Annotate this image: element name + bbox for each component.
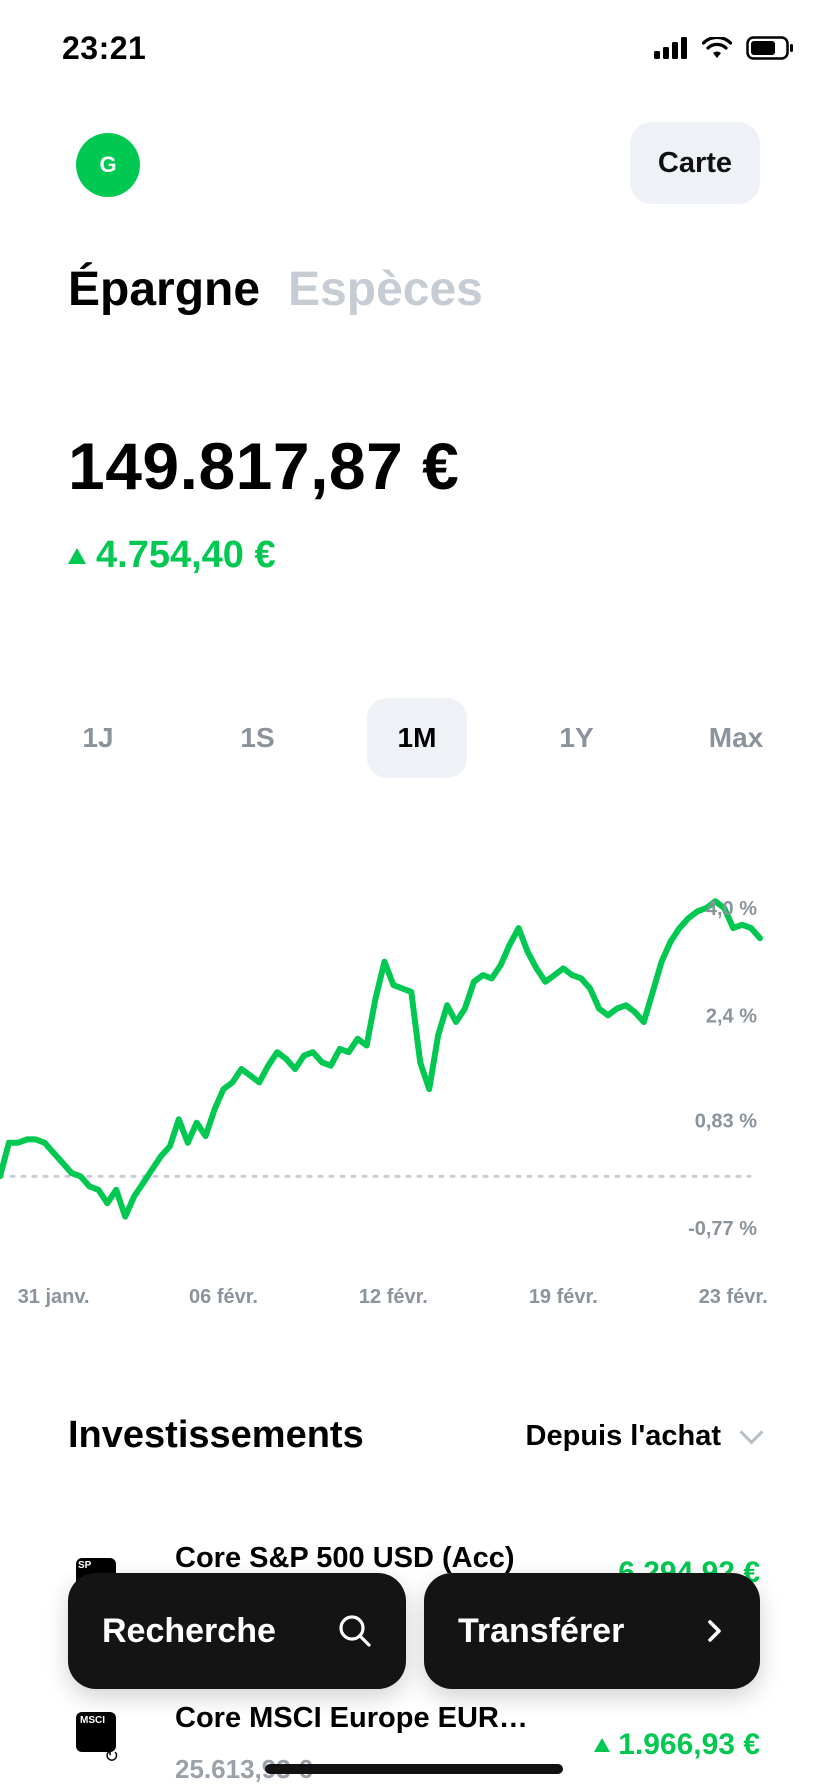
balance-change-value: 4.754,40 €: [96, 534, 276, 576]
x-tick-label: 31 janv.: [18, 1286, 90, 1308]
etf-logo-icon: MSCI: [76, 1712, 116, 1752]
search-button-label: Recherche: [102, 1611, 276, 1650]
arrow-up-icon: [68, 547, 86, 564]
wifi-icon: [702, 37, 732, 58]
transfer-button-label: Transférer: [458, 1611, 625, 1650]
status-icons: [654, 36, 794, 60]
balance-change: 4.754,40 €: [68, 534, 276, 577]
search-icon: [339, 1615, 371, 1647]
avatar[interactable]: G: [76, 133, 140, 197]
main-tabs: Épargne Espèces: [68, 262, 483, 317]
range-1y[interactable]: 1Y: [559, 722, 594, 753]
transfer-button[interactable]: Transférer: [424, 1573, 760, 1689]
home-indicator: [265, 1764, 563, 1774]
chevron-right-icon: [708, 1620, 721, 1642]
row-change-value: 1.966,93 €: [618, 1728, 760, 1761]
range-1m[interactable]: 1M: [367, 698, 467, 778]
y-tick-label: 0,83 %: [695, 1111, 757, 1133]
signal-icon: [654, 37, 687, 59]
battery-icon: [746, 36, 793, 60]
sort-label: Depuis l'achat: [525, 1420, 721, 1452]
x-tick-label: 12 févr.: [359, 1286, 428, 1308]
performance-chart[interactable]: 4,0 % 2,4 % 0,83 % -0,77 % 31 janv. 06 févr. 1…: [0, 860, 828, 1320]
balance-amount: 149.817,87 €: [68, 429, 460, 503]
row-change: 1.966,93 €: [594, 1728, 760, 1762]
search-button[interactable]: Recherche: [68, 1573, 406, 1689]
row-name: Core S&P 500 USD (Acc): [175, 1542, 515, 1574]
chevron-down-icon: [739, 1420, 764, 1445]
range-1j[interactable]: 1J: [82, 722, 114, 753]
refresh-icon: ↻: [104, 1746, 120, 1766]
sort-dropdown[interactable]: Depuis l'achat: [525, 1420, 764, 1453]
y-tick-label: -0,77 %: [688, 1218, 757, 1240]
investments-title: Investissements: [68, 1414, 364, 1456]
y-tick-label: 2,4 %: [706, 1005, 757, 1027]
y-tick-label: 4,0 %: [706, 898, 757, 920]
x-tick-label: 06 févr.: [189, 1286, 258, 1308]
x-tick-label: 23 févr.: [699, 1286, 768, 1308]
arrow-up-icon: [594, 1738, 611, 1752]
tab-epargne[interactable]: Épargne: [68, 263, 261, 316]
range-1s[interactable]: 1S: [240, 722, 275, 753]
range-selector: 1J 1S 1M 1Y Max: [48, 698, 786, 778]
card-button[interactable]: Carte: [630, 122, 760, 204]
status-time: 23:21: [62, 30, 147, 66]
tab-especes[interactable]: Espèces: [288, 263, 483, 316]
list-item[interactable]: MSCI ↻ Core MSCI Europe EUR… 25.613,93 €…: [68, 1690, 760, 1792]
x-tick-label: 19 févr.: [529, 1286, 598, 1308]
range-max[interactable]: Max: [708, 722, 764, 753]
row-name: Core MSCI Europe EUR…: [175, 1702, 528, 1734]
series-line: [0, 898, 763, 1220]
